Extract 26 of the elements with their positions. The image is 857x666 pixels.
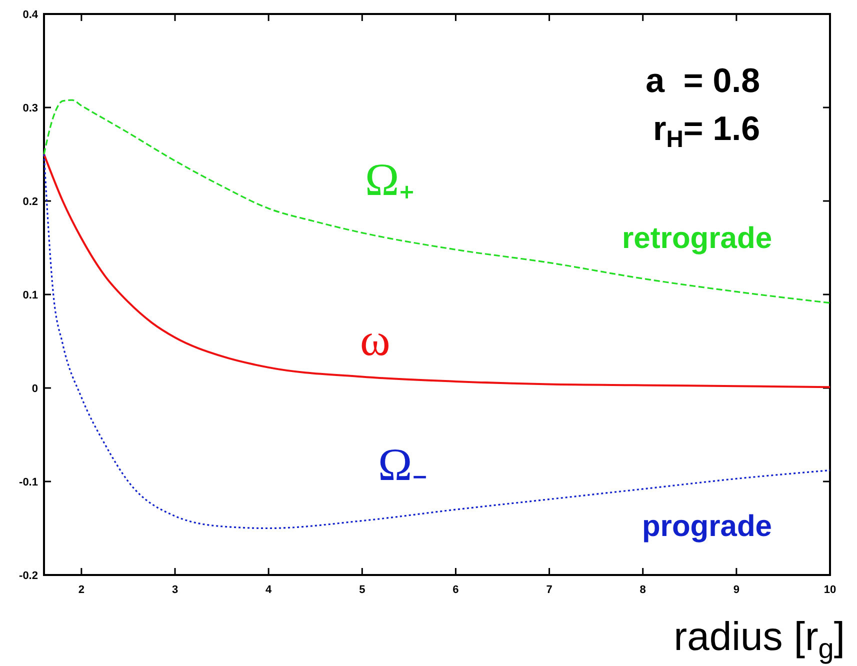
x-tick-label: 10 [824,584,836,596]
x-tick-label: 4 [266,584,273,596]
series-label: Ω₊ [365,154,416,205]
y-tick-label: -0.2 [19,570,38,582]
x-tick-label: 9 [733,584,740,596]
x-tick-label: 5 [359,584,366,596]
y-tick-label: 0.3 [22,102,38,114]
annotation: a = 0.8 [646,62,760,100]
x-tick-label: 6 [452,584,459,596]
y-tick-label: 0.1 [22,289,38,302]
annotation: retrograde [622,222,772,255]
x-tick-label: 8 [640,584,646,596]
annotation: prograde [642,510,772,543]
annotation: r$_{H}$= 1.6 [653,110,760,154]
y-tick-label: 0.4 [22,8,39,21]
series-label: ω [360,314,390,365]
x-tick-label: 7 [546,584,552,596]
x-axis-title: radius [r$_{g}$] [674,615,845,664]
series-label: Ω₋ [378,439,428,490]
y-tick-label: 0.2 [22,196,38,208]
line-series [43,153,831,388]
x-tick-label: 3 [172,584,178,596]
y-tick-label: -0.1 [19,476,38,488]
y-tick-label: 0 [32,382,38,395]
line-series [43,99,831,304]
x-tick-label: 2 [78,584,84,596]
